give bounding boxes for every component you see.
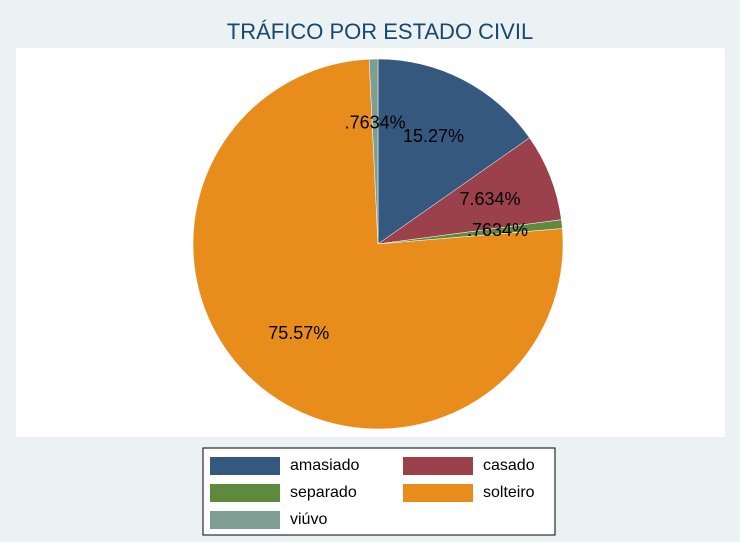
- legend-label: casado: [483, 457, 535, 474]
- pie-slice: [192, 58, 564, 430]
- pie: [192, 58, 564, 430]
- pie-slice: [368, 58, 379, 245]
- legend-items: amasiado casado separado solteiro viúvo: [210, 457, 535, 529]
- legend-label: amasiado: [290, 457, 359, 474]
- legend-label: solteiro: [483, 484, 535, 501]
- legend-label: separado: [290, 484, 357, 501]
- data-label: 15.27%: [403, 126, 464, 146]
- legend-label: viúvo: [290, 511, 327, 528]
- legend-swatch: [210, 511, 280, 529]
- legend-swatch: [403, 457, 473, 475]
- pie-slice: [377, 58, 530, 245]
- chart-title: TRÁFICO POR ESTADO CIVIL: [227, 19, 533, 44]
- data-label: 75.57%: [268, 323, 329, 343]
- data-label: .7634%: [467, 220, 528, 240]
- data-label: 7.634%: [460, 189, 521, 209]
- legend-swatch: [210, 457, 280, 475]
- legend-swatch: [210, 484, 280, 502]
- data-label: .7634%: [345, 113, 406, 133]
- legend-swatch: [403, 484, 473, 502]
